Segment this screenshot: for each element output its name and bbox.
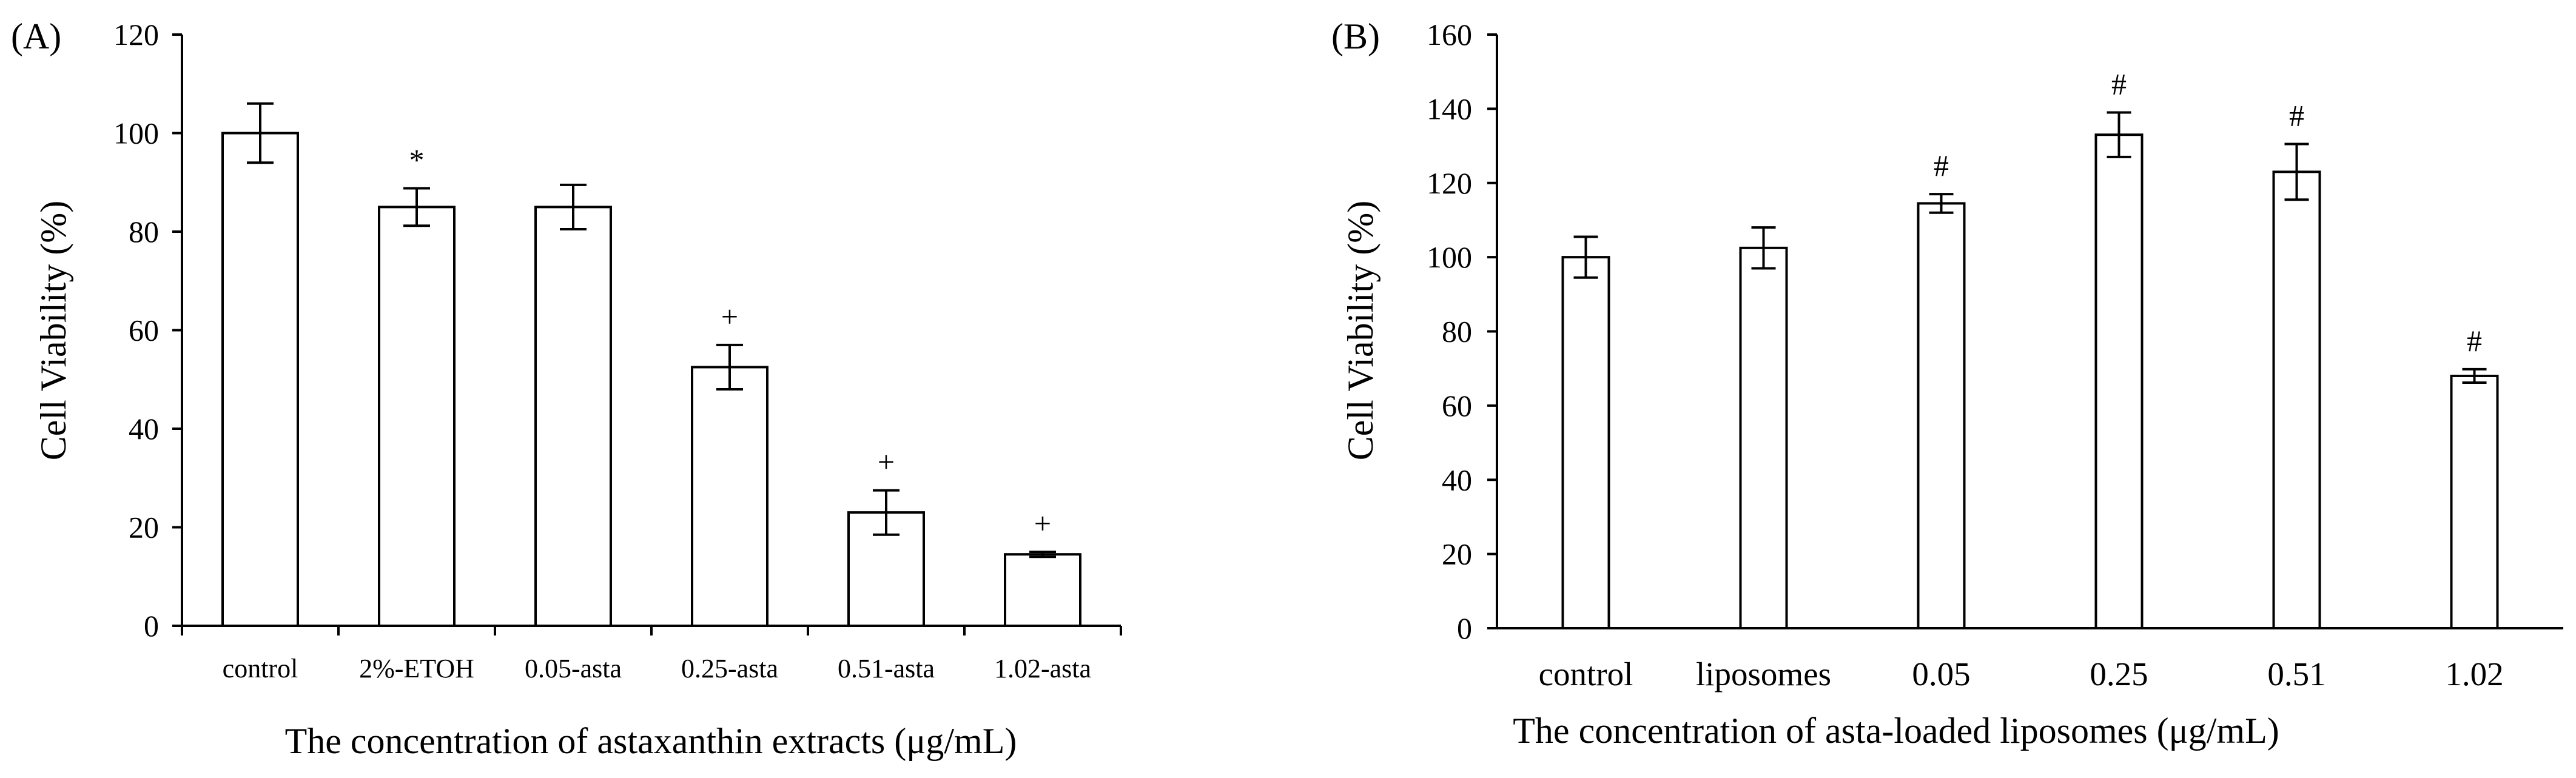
panel-a-marks: 0 20 40 60 80 100 120 control * 2%-ETOH 0.05-asta +… (113, 18, 1122, 683)
panel-b-bar (1561, 256, 1610, 629)
panel-a: (A) Cell Viability (%) The concentration… (11, 16, 1122, 761)
panel-a-category-label: 1.02-asta (994, 654, 1091, 683)
panel-a-bar (691, 366, 768, 627)
panel-a-bar (1004, 553, 1081, 627)
panel-a-bar (221, 132, 299, 627)
panel-a-significance-mark: + (878, 445, 895, 479)
panel-a-y-axis-title: Cell Viability (%) (33, 201, 73, 461)
panel-b-y-tick-label: 120 (1427, 166, 1472, 200)
panel-b-y-tick-label: 160 (1427, 18, 1472, 52)
panel-a-bar (534, 206, 612, 627)
panel-b-category-label: 0.51 (2267, 656, 2325, 692)
panel-a-label: (A) (11, 16, 61, 56)
panel-a-x-axis-title: The concentration of astaxanthin extract… (285, 721, 1017, 761)
panel-a-y-tick-label: 80 (129, 215, 159, 249)
panel-a-y-tick-label: 60 (129, 314, 159, 347)
panel-b-y-tick-label: 100 (1427, 240, 1472, 274)
panel-b-y-tick-label: 0 (1457, 611, 1472, 645)
panel-b-category-label: liposomes (1696, 656, 1831, 692)
panel-b-bar (2094, 133, 2144, 630)
panel-b-bar (1917, 202, 1966, 629)
panel-b-bar (2450, 374, 2499, 629)
panel-a-significance-mark: + (1034, 506, 1051, 540)
panel-b-category-label: 0.25 (2090, 656, 2148, 692)
panel-a-category-label: 2%-ETOH (359, 654, 474, 683)
panel-a-bar (378, 206, 456, 627)
panel-a-category-label: 0.51-asta (838, 654, 935, 683)
panel-b-y-tick-label: 60 (1442, 389, 1472, 423)
panel-b-y-tick-label: 80 (1442, 315, 1472, 349)
panel-b-significance-mark: # (2111, 67, 2127, 101)
panel-a-significance-mark: * (409, 143, 425, 177)
panel-b-y-tick-label: 20 (1442, 537, 1472, 571)
panel-a-category-label: 0.25-asta (681, 654, 778, 683)
panel-b-significance-mark: # (2289, 99, 2304, 133)
panel-b-category-label: 0.05 (1912, 656, 1970, 692)
panel-a-y-tick-label: 40 (129, 412, 159, 446)
panel-a-y-tick-label: 120 (113, 18, 159, 52)
panel-a-y-tick-label: 20 (129, 511, 159, 545)
panel-b-category-label: 1.02 (2445, 656, 2503, 692)
panel-b-bar (2272, 170, 2321, 629)
panel-b-x-axis-title: The concentration of asta-loaded liposom… (1513, 711, 2279, 751)
panel-a-y-tick-label: 100 (113, 116, 159, 150)
panel-b-marks: 0 20 40 60 80 100 120 140 160 control liposomes #0.… (1427, 18, 2563, 692)
panel-b-significance-mark: # (2467, 324, 2482, 358)
panel-b-y-tick-label: 140 (1427, 92, 1472, 126)
panel-a-significance-mark: + (721, 300, 738, 334)
panel-b: (B) Cell Viability (%) The concentration… (1331, 16, 2563, 751)
panel-b-y-tick-label: 40 (1442, 463, 1472, 497)
panel-a-y-tick-label: 0 (144, 609, 159, 643)
panel-b-category-label: control (1539, 656, 1633, 692)
panel-a-category-label: 0.05-asta (525, 654, 622, 683)
panel-b-y-axis-title: Cell Viability (%) (1340, 201, 1380, 461)
panel-b-label: (B) (1331, 16, 1380, 56)
panel-a-category-label: control (223, 654, 298, 683)
panel-b-significance-mark: # (1934, 149, 1949, 183)
panel-b-bar (1739, 246, 1788, 629)
